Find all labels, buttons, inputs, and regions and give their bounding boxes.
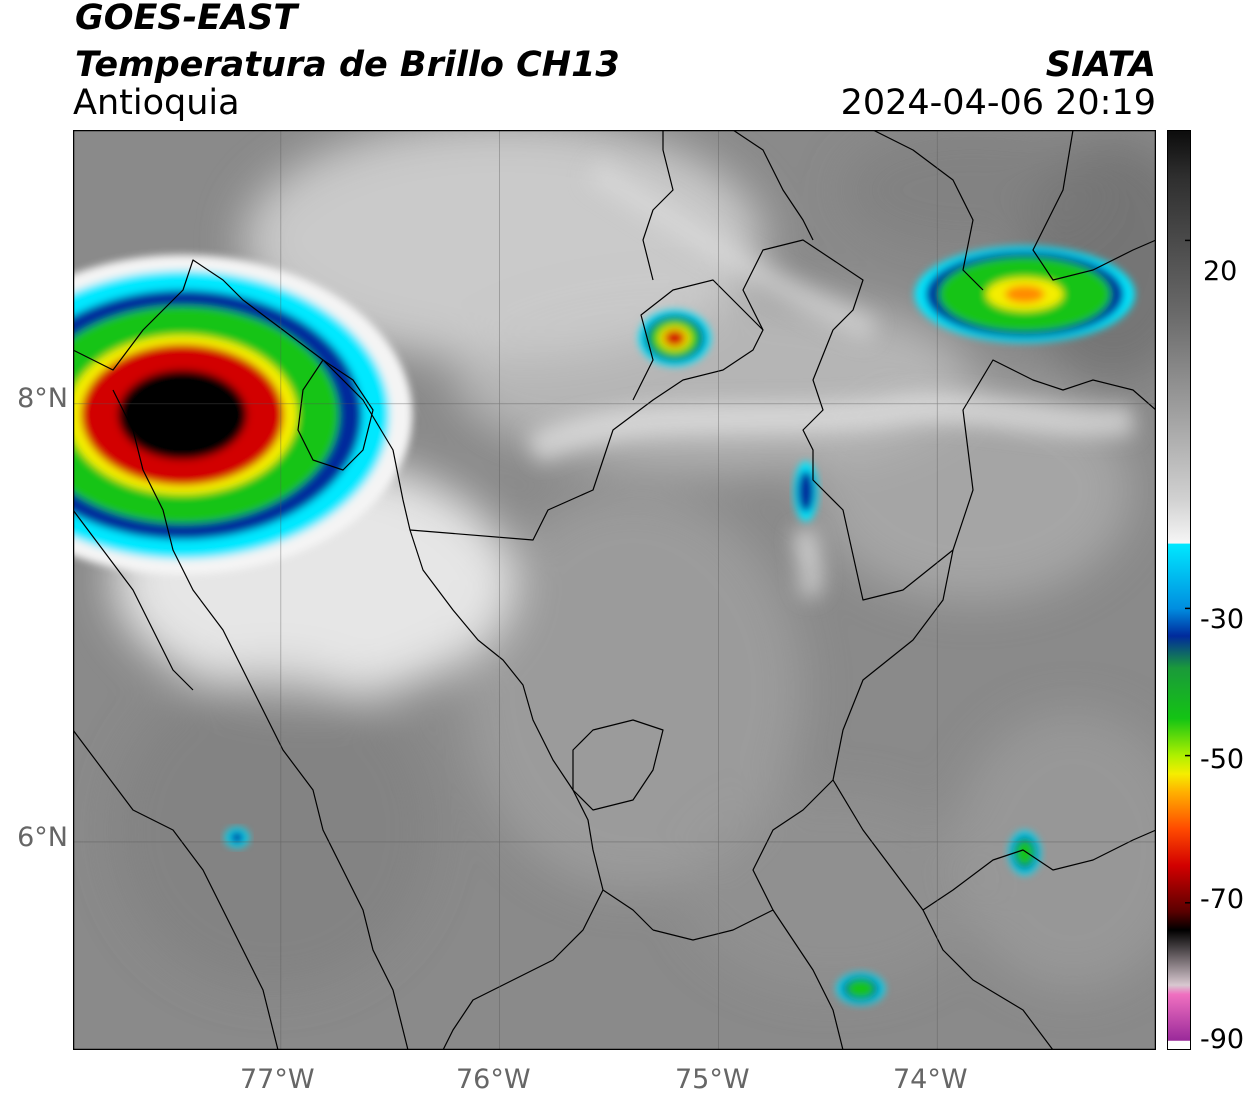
- border-line: [652, 909, 774, 941]
- colorbar-tick-minus30: -30: [1200, 604, 1245, 635]
- border-line: [297, 359, 374, 471]
- border-line: [1032, 130, 1156, 281]
- colorbar-tick-minus50: -50: [1200, 744, 1245, 775]
- cold-cloud-cell: [914, 246, 1135, 343]
- border-line: [73, 729, 279, 1050]
- cold-cloud-cell: [793, 461, 818, 522]
- product-title: Temperatura de Brillo CH13: [75, 45, 620, 85]
- border-line: [732, 130, 814, 241]
- cell-contour: [797, 470, 815, 513]
- cell-contour: [1004, 285, 1045, 303]
- cold-cloud-cell: [836, 972, 885, 1005]
- temperature-colorbar: [1167, 130, 1191, 1050]
- border-line: [73, 509, 194, 691]
- cell-contour: [1015, 839, 1035, 867]
- colorbar-tick-minus70: -70: [1200, 884, 1245, 915]
- border-line: [73, 259, 654, 931]
- border-line: [642, 130, 674, 281]
- map-frame: [73, 130, 1156, 1050]
- colorbar-tick-minus90: -90: [1200, 1024, 1245, 1055]
- lat-tick-6n: 6°N: [17, 822, 68, 853]
- lon-tick-75w: 75°W: [675, 1064, 750, 1095]
- cell-contour: [663, 329, 686, 347]
- cell-contour: [117, 369, 247, 460]
- border-line: [872, 130, 984, 291]
- border-line: [442, 889, 604, 1050]
- border-line: [922, 829, 1156, 911]
- cell-contour: [229, 831, 245, 844]
- cell-contour: [846, 979, 876, 999]
- satellite-map: [73, 130, 1156, 1050]
- lon-tick-76w: 76°W: [456, 1064, 531, 1095]
- border-line: [112, 389, 409, 1050]
- cold-cloud-cell: [225, 827, 250, 848]
- border-line: [632, 279, 764, 401]
- border-line: [409, 239, 1156, 601]
- datetime-label: 2024-04-06 20:19: [840, 83, 1156, 123]
- lon-tick-77w: 77°W: [240, 1064, 315, 1095]
- cold-cloud-cell: [638, 310, 711, 367]
- border-line: [752, 549, 954, 1050]
- lat-tick-8n: 8°N: [17, 383, 68, 414]
- border-line: [572, 719, 664, 811]
- border-line: [832, 779, 1054, 1050]
- region-label: Antioquia: [73, 83, 240, 123]
- agency-label: SIATA: [1045, 45, 1156, 85]
- cold-cloud-cell: [73, 254, 413, 575]
- colorbar-tick-20: 20: [1203, 256, 1238, 287]
- satellite-title: GOES-EAST: [75, 0, 298, 38]
- lon-tick-74w: 74°W: [893, 1064, 968, 1095]
